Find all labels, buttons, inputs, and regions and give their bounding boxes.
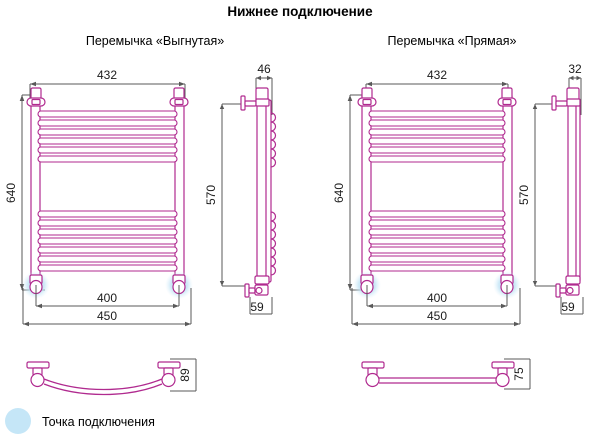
detail-view-straight-jumper: 75 — [361, 358, 531, 390]
valve-side-bottom-straight — [555, 275, 581, 298]
side-view-curved: 46 570 — [204, 62, 277, 315]
valve-top-left-curved — [26, 97, 46, 107]
legend-label: Точка подключения — [42, 415, 155, 429]
detail-view-curved-jumper: 89 — [26, 358, 197, 396]
dimension-height-570-left — [219, 103, 248, 287]
valve-side-top-curved — [240, 95, 270, 111]
side-profile-body-curved — [255, 87, 272, 283]
valve-side-bottom-curved — [244, 275, 270, 298]
valve-top-left-straight — [357, 97, 377, 107]
rung-group-bottom-right — [368, 210, 506, 272]
dimension-label-depth-46: 46 — [257, 62, 271, 76]
page-title: Нижнее подключение — [227, 4, 373, 19]
dimension-label-jumper-75: 75 — [512, 367, 526, 381]
dimension-label-height-570-left: 570 — [204, 185, 218, 205]
dimension-label-width-432-left: 432 — [97, 68, 117, 82]
front-view-curved: 432 640 — [4, 68, 193, 327]
dimension-label-center-400-left: 400 — [97, 291, 117, 305]
dimension-label-mount-450-left: 450 — [97, 309, 117, 323]
rung-profiles-curved — [270, 112, 277, 276]
legend: Точка подключения — [5, 408, 155, 434]
front-view-straight: 432 640 — [332, 68, 521, 327]
dimension-label-height-640-right: 640 — [332, 183, 346, 203]
dimension-label-offset-59-right: 59 — [561, 300, 575, 314]
dimension-label-height-640-left: 640 — [4, 183, 18, 203]
dimension-depth-46 — [255, 75, 273, 115]
panel-heading-curved: Перемычка «Выгнутая» — [86, 34, 224, 48]
dimension-width-432-right — [365, 81, 509, 100]
dimension-jumper-89 — [170, 358, 197, 392]
dimension-label-center-400-right: 400 — [427, 291, 447, 305]
dimension-center-400-right — [366, 285, 508, 309]
dimension-width-432-left — [29, 81, 186, 100]
dimension-mount-450-right — [351, 288, 521, 327]
rung-group-top-right — [368, 110, 506, 163]
dimension-label-width-432-right: 432 — [427, 68, 447, 82]
dimension-label-mount-450-right: 450 — [427, 309, 447, 323]
rung-group-bottom-left — [37, 210, 178, 272]
dimension-height-570-right — [532, 103, 561, 287]
dimension-offset-59-right — [560, 297, 584, 315]
valve-bottom-right-straight — [500, 274, 514, 295]
valve-top-right-straight — [497, 97, 517, 107]
dimension-label-jumper-89: 89 — [178, 368, 192, 382]
valve-top-right-curved — [169, 97, 189, 107]
dimension-offset-59-left — [249, 297, 273, 315]
dimension-label-depth-32: 32 — [568, 62, 582, 76]
jumper-straight-right — [379, 377, 496, 384]
dimension-height-640-right — [347, 94, 372, 291]
dimension-jumper-75 — [504, 358, 531, 390]
dimension-label-offset-59-left: 59 — [250, 300, 264, 314]
valve-side-top-straight — [551, 95, 581, 111]
side-profile-body-straight — [566, 87, 581, 283]
dimension-mount-450-left — [22, 288, 192, 327]
dimension-label-height-570-right: 570 — [517, 185, 531, 205]
dimension-center-400-left — [35, 285, 180, 309]
jumper-curve-left — [43, 378, 163, 396]
panel-heading-straight: Перемычка «Прямая» — [388, 34, 517, 48]
side-view-straight: 32 570 — [517, 62, 584, 315]
rung-group-top-left — [37, 110, 178, 163]
legend-connection-dot-icon — [5, 408, 31, 434]
